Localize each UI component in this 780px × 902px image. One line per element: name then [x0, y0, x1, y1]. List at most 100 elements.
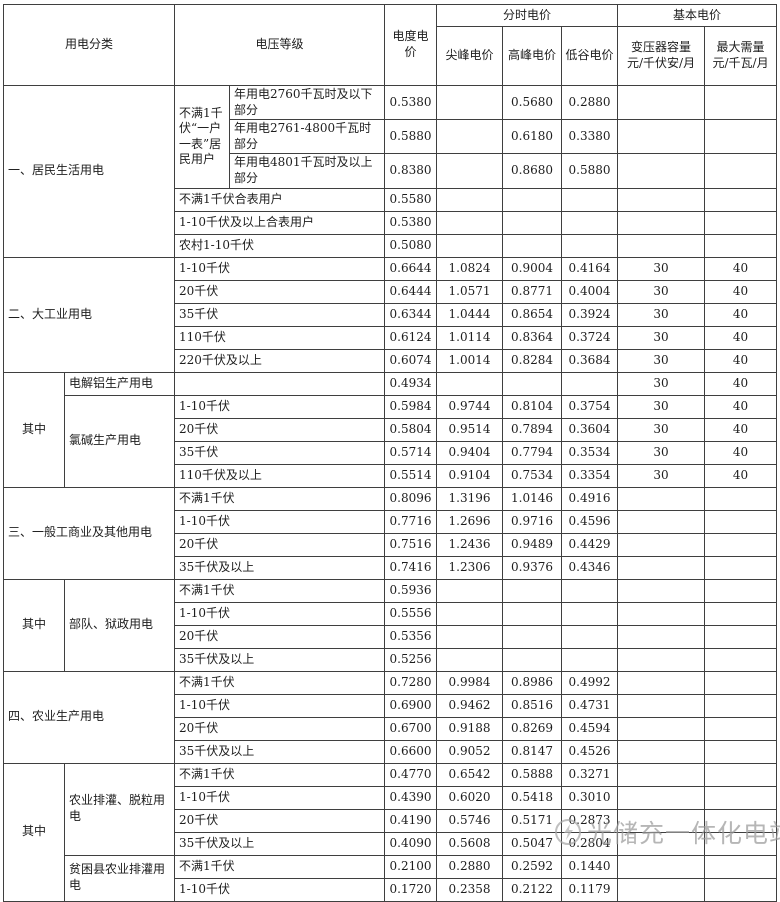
price-cell: 0.2100	[384, 854, 438, 879]
table-row: 年用电2761-4800千瓦时部分 0.5880 0.6180 0.3380	[4, 119, 778, 155]
price-cell: 30	[617, 279, 706, 304]
empty-cell	[436, 578, 504, 603]
empty-cell	[617, 762, 706, 787]
price-cell: 0.4916	[561, 486, 619, 511]
price-cell: 1.0014	[436, 348, 504, 373]
price-cell: 0.2804	[561, 831, 619, 856]
price-cell: 1.0824	[436, 256, 504, 281]
empty-cell	[704, 647, 778, 672]
empty-cell	[502, 371, 563, 396]
section-label-large-industry: 二、大工业用电	[2, 256, 176, 373]
price-cell: 0.6900	[384, 693, 438, 718]
price-cell: 30	[617, 302, 706, 327]
price-cell: 0.6074	[384, 348, 438, 373]
price-cell: 0.4934	[384, 371, 438, 396]
empty-cell	[436, 153, 504, 189]
price-cell: 0.5880	[384, 119, 438, 155]
price-cell: 0.1720	[384, 877, 438, 902]
empty-cell	[704, 854, 778, 879]
voltage-cell: 不满1千伏合表用户	[174, 187, 386, 212]
table-row: 35千伏及以上 0.6600 0.9052 0.8147 0.4526	[4, 739, 778, 764]
price-cell: 0.9489	[502, 532, 563, 557]
empty-cell	[617, 233, 706, 258]
price-cell: 0.4731	[561, 693, 619, 718]
price-cell: 0.5356	[384, 624, 438, 649]
table-row: 110千伏 0.6124 1.0114 0.8364 0.3724 30 40	[4, 325, 778, 350]
empty-cell	[174, 371, 386, 396]
table-row: 用电分类 电压等级 电度电价 分时电价 基本电价	[2, 4, 778, 86]
price-cell: 0.5680	[502, 84, 563, 121]
price-cell: 0.9716	[502, 509, 563, 534]
voltage-cell: 20千伏	[174, 808, 386, 833]
price-cell: 0.3604	[561, 417, 619, 442]
price-cell: 0.2873	[561, 808, 619, 833]
col-header-max-demand: 最大需量 元/千瓦/月	[704, 26, 778, 86]
empty-cell	[704, 187, 778, 212]
empty-cell	[561, 624, 619, 649]
empty-cell	[617, 831, 706, 856]
table-row: 1-10千伏 0.5556	[4, 601, 778, 626]
empty-cell	[502, 647, 563, 672]
empty-cell	[704, 716, 778, 741]
empty-cell	[704, 555, 778, 580]
table-row: 二、大工业用电 1-10千伏 0.6644 1.0824 0.9004 0.4164 30 4…	[2, 256, 778, 373]
price-cell: 0.4164	[561, 256, 619, 281]
price-cell: 0.4596	[561, 509, 619, 534]
price-cell: 0.6700	[384, 716, 438, 741]
price-cell: 0.9984	[436, 670, 504, 695]
table-row: 四、农业生产用电 不满1千伏 0.7280 0.9984 0.8986 0.4992	[2, 670, 778, 764]
price-cell: 40	[704, 256, 778, 281]
empty-cell	[436, 210, 504, 235]
price-cell: 0.5171	[502, 808, 563, 833]
section-label-residential: 一、居民生活用电	[2, 85, 176, 258]
price-cell: 0.4346	[561, 555, 619, 580]
empty-cell	[561, 210, 619, 235]
empty-cell	[617, 624, 706, 649]
empty-cell	[617, 532, 706, 557]
empty-cell	[436, 601, 504, 626]
price-cell: 0.4526	[561, 739, 619, 764]
price-cell: 0.5418	[502, 785, 563, 810]
empty-cell	[617, 601, 706, 626]
price-cell: 0.7516	[384, 532, 438, 557]
price-cell: 30	[617, 256, 706, 281]
empty-cell	[704, 532, 778, 557]
price-cell: 0.5380	[384, 210, 438, 235]
empty-cell	[617, 153, 706, 189]
price-cell: 0.5888	[502, 762, 563, 787]
price-cell: 0.6344	[384, 302, 438, 327]
voltage-cell: 35千伏及以上	[174, 739, 386, 764]
price-cell: 0.2122	[502, 877, 563, 902]
price-cell: 0.5047	[502, 831, 563, 856]
empty-cell	[436, 119, 504, 155]
voltage-cell: 20千伏	[174, 279, 386, 304]
table-row: 20千伏 0.4190 0.5746 0.5171 0.2873	[4, 808, 778, 833]
table-row: 其中 电解铝生产用电 0.4934 30 40	[3, 371, 778, 488]
voltage-cell: 不满1千伏	[174, 854, 386, 879]
section-label-agricultural: 四、农业生产用电	[2, 670, 176, 764]
price-cell: 0.5514	[384, 463, 438, 488]
price-cell: 30	[617, 371, 706, 396]
price-cell: 30	[617, 394, 706, 419]
price-cell: 1.3196	[436, 486, 504, 511]
empty-cell	[436, 233, 504, 258]
page: { "watermark": { "text": "光储充一体化电站" }, "…	[2, 4, 780, 902]
table-row: 220千伏及以上 0.6074 1.0014 0.8284 0.3684 30 40	[4, 348, 778, 373]
empty-cell	[704, 762, 778, 787]
empty-cell	[704, 233, 778, 258]
price-cell: 0.8654	[502, 302, 563, 327]
voltage-cell: 1-10千伏	[174, 601, 386, 626]
price-cell: 30	[617, 417, 706, 442]
voltage-cell: 1-10千伏	[174, 877, 386, 902]
empty-cell	[436, 84, 504, 121]
price-cell: 0.3724	[561, 325, 619, 350]
price-cell: 0.5580	[384, 187, 438, 212]
voltage-cell: 不满1千伏	[174, 578, 386, 603]
price-cell: 0.1440	[561, 854, 619, 879]
price-cell: 0.8269	[502, 716, 563, 741]
empty-cell	[704, 693, 778, 718]
voltage-cell: 20千伏	[174, 417, 386, 442]
empty-cell	[436, 187, 504, 212]
price-cell: 0.5984	[384, 394, 438, 419]
price-cell: 1.2696	[436, 509, 504, 534]
